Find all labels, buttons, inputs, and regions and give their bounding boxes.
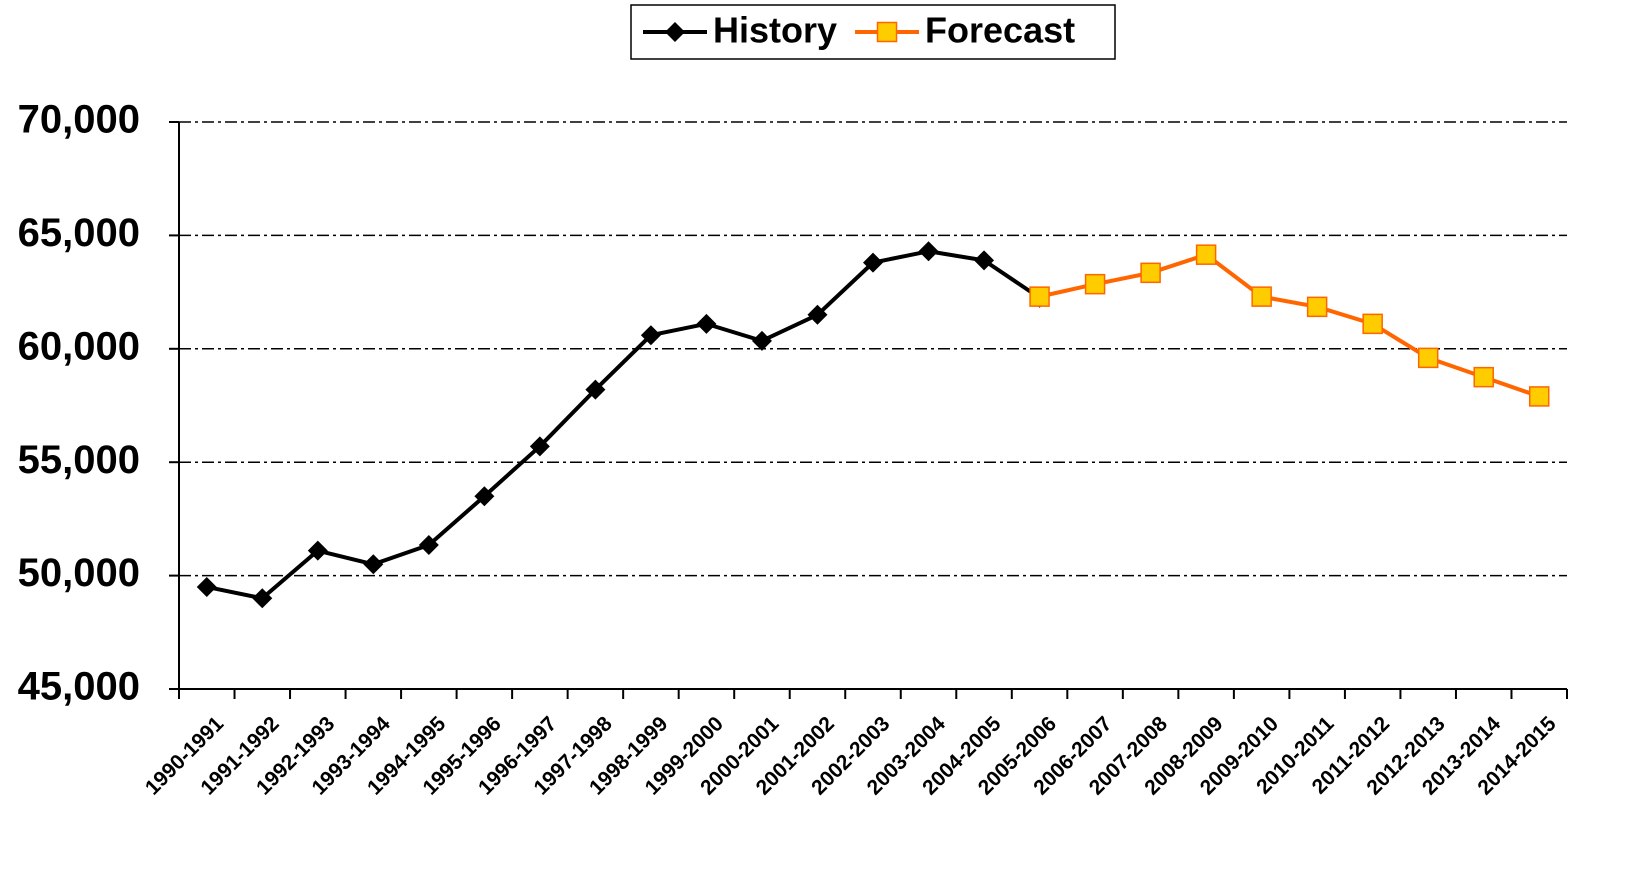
data-point [1473, 366, 1494, 388]
data-point [363, 554, 384, 575]
data-point [418, 534, 439, 555]
data-point [196, 576, 217, 597]
y-tick-label: 60,000 [18, 324, 140, 368]
data-point [1306, 296, 1328, 318]
data-point [1417, 347, 1439, 369]
series-line [206, 249, 1041, 601]
data-point [529, 436, 550, 457]
legend-marker [665, 22, 685, 42]
y-tick-label: 55,000 [18, 438, 140, 482]
data-point [307, 540, 328, 561]
data-point [1362, 313, 1383, 335]
data-point [585, 379, 606, 400]
data-point [863, 252, 883, 273]
data-point [474, 486, 495, 507]
data-point [751, 330, 772, 351]
y-tick-label: 70,000 [18, 98, 140, 142]
data-point [1084, 273, 1106, 295]
data-point [696, 313, 717, 334]
data-point [807, 304, 828, 325]
data-point [1528, 386, 1550, 407]
data-point [252, 588, 273, 609]
legend-label: History [713, 10, 837, 51]
data-point [974, 250, 995, 271]
y-tick-label: 65,000 [18, 211, 140, 255]
legend: History Forecast [630, 4, 1116, 60]
series-line [1039, 252, 1540, 399]
data-point [1251, 286, 1272, 307]
legend-label: Forecast [925, 10, 1075, 51]
data-point [918, 241, 939, 262]
data-point [1195, 244, 1217, 265]
data-point [1029, 286, 1050, 307]
data-point [1140, 262, 1161, 284]
data-point [640, 325, 661, 346]
y-tick-label: 50,000 [18, 551, 140, 595]
y-tick-label: 45,000 [18, 665, 140, 709]
legend-marker [876, 21, 898, 43]
